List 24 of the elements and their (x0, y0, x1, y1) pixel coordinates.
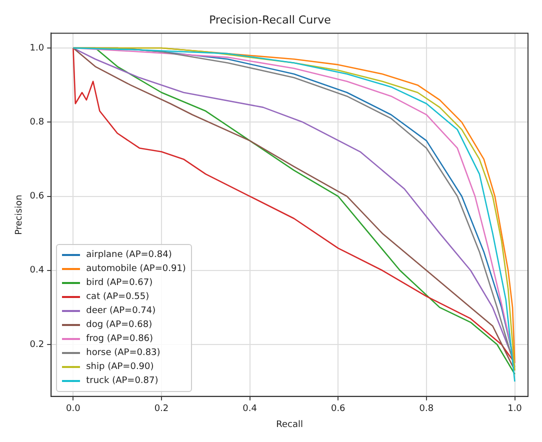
x-tick-label: 0.0 (66, 404, 81, 414)
x-tick-label: 0.6 (330, 404, 346, 414)
x-tick-label: 1.0 (508, 404, 522, 414)
y-axis-title: Precision (14, 194, 25, 235)
legend-label: airplane (AP=0.84) (86, 250, 172, 260)
legend-label: bird (AP=0.67) (86, 278, 153, 288)
legend-label: truck (AP=0.87) (86, 376, 158, 386)
x-tick-label: 0.2 (154, 404, 169, 414)
legend-label: horse (AP=0.83) (86, 348, 160, 358)
legend-label: automobile (AP=0.91) (86, 264, 186, 274)
x-tick-label: 0.8 (419, 404, 434, 414)
chart-title: Precision-Recall Curve (209, 13, 332, 26)
y-tick-label: 0.2 (30, 340, 44, 350)
x-axis-title: Recall (276, 420, 303, 430)
legend-label: cat (AP=0.55) (86, 292, 150, 302)
y-tick-label: 0.6 (30, 192, 44, 202)
y-tick-label: 1.0 (30, 43, 44, 54)
legend-label: frog (AP=0.86) (86, 334, 154, 344)
legend-label: deer (AP=0.74) (86, 306, 156, 316)
legend-label: dog (AP=0.68) (86, 320, 152, 330)
y-tick-label: 0.8 (30, 117, 44, 128)
y-tick-label: 0.4 (30, 266, 44, 276)
legend-label: ship (AP=0.90) (86, 362, 154, 372)
x-tick-label: 0.4 (242, 404, 258, 414)
